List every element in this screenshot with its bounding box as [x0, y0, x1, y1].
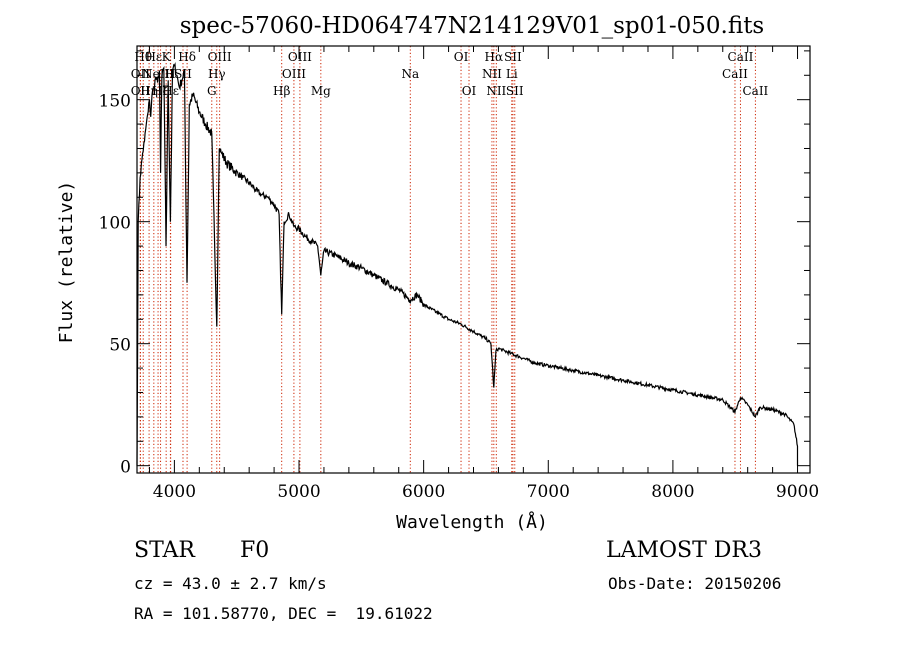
marker-label: Na: [401, 67, 419, 81]
chart-title: spec-57060-HD064747N214129V01_sp01-050.f…: [180, 13, 765, 39]
marker-label: G: [207, 84, 217, 98]
marker-label: Hα: [485, 50, 504, 64]
x-axis-label: Wavelength (Å): [396, 511, 548, 533]
redshift-label: cz = 43.0 ± 2.7 km/s: [134, 574, 327, 593]
y-tick-label: 150: [99, 92, 131, 112]
marker-label: Hθ: [134, 50, 152, 64]
marker-label: H: [165, 67, 175, 81]
line-marker-labels: HθOIIOIIHηHεNeIIIHζKHHεSIIHδGHγOIIIHβOII…: [131, 50, 769, 98]
marker-label: NII: [486, 84, 506, 98]
survey-label: LAMOST DR3: [606, 538, 762, 563]
x-axis: 4000 5000 6000 7000 8000 9000: [148, 46, 819, 502]
marker-label: Hγ: [208, 67, 226, 81]
marker-label: OI: [462, 84, 477, 98]
marker-label: NeIII: [142, 67, 174, 81]
marker-label: Hβ: [273, 84, 290, 98]
y-tick-label: 0: [120, 458, 131, 478]
x-tick-label: 7000: [527, 482, 570, 502]
marker-label: K: [162, 50, 172, 64]
x-tick-label: 4000: [153, 482, 196, 502]
marker-label: SII: [506, 84, 524, 98]
line-markers: [139, 46, 756, 473]
marker-label: Mg: [311, 84, 331, 98]
marker-label: OII: [131, 67, 151, 81]
y-tick-label: 100: [99, 214, 131, 234]
marker-label: OIII: [208, 50, 232, 64]
plot-frame: [136, 45, 811, 474]
x-tick-label: 6000: [402, 482, 445, 502]
class-label: STAR: [134, 538, 195, 563]
marker-label: Hε: [145, 50, 162, 64]
obs-date-label: Obs-Date: 20150206: [608, 574, 782, 593]
marker-label: SII: [504, 50, 522, 64]
marker-label: OIII: [288, 50, 312, 64]
marker-label: Li: [506, 67, 518, 81]
marker-label: Hε: [162, 84, 179, 98]
subclass-label: F0: [240, 538, 270, 563]
marker-label: OI: [454, 50, 469, 64]
spectrum-line: [136, 62, 799, 466]
y-tick-label: 50: [109, 336, 131, 356]
coords-label: RA = 101.58770, DEC = 19.61022: [134, 604, 433, 623]
y-axis-label: Flux (relative): [56, 181, 77, 344]
marker-label: CaII: [742, 84, 768, 98]
y-axis: 0 50 100 150: [99, 50, 810, 478]
marker-label: CaII: [728, 50, 754, 64]
marker-label: OII: [131, 84, 151, 98]
marker-label: NII: [482, 67, 502, 81]
marker-label: Hζ: [152, 84, 169, 98]
x-tick-label: 5000: [277, 482, 320, 502]
x-tick-label: 9000: [776, 482, 819, 502]
marker-label: Hδ: [178, 50, 196, 64]
marker-label: OIII: [282, 67, 306, 81]
marker-label: CaII: [722, 67, 748, 81]
x-tick-label: 8000: [651, 482, 694, 502]
